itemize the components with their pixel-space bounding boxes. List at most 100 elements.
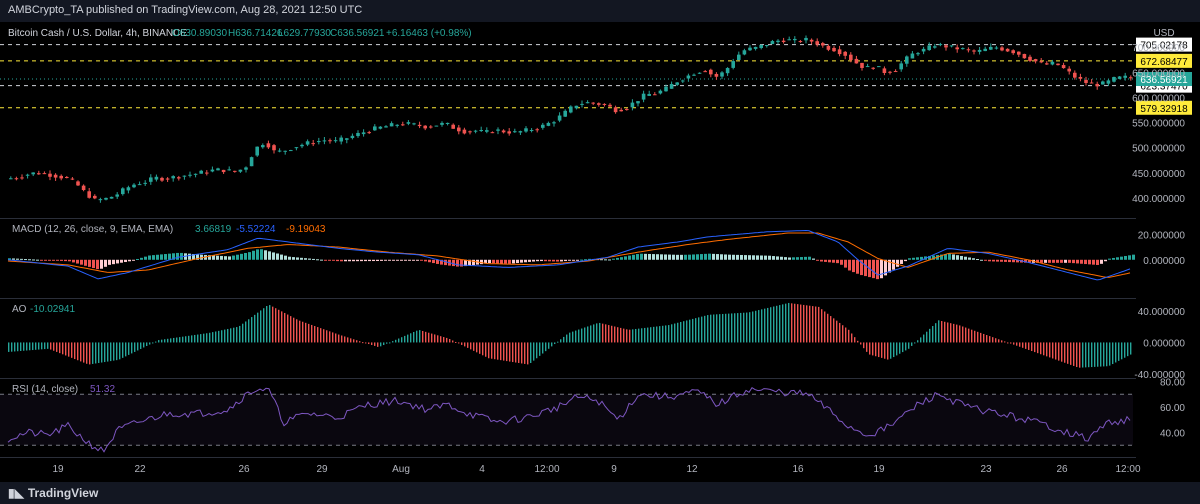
ao-bar bbox=[95, 342, 97, 364]
candle-body bbox=[513, 131, 517, 133]
macd-histogram-bar bbox=[16, 258, 19, 260]
macd-histogram-bar bbox=[680, 254, 683, 260]
ao-bar bbox=[1124, 342, 1126, 358]
macd-histogram-bar bbox=[328, 259, 331, 261]
ao-bar bbox=[1103, 342, 1105, 367]
macd-value-2: -5.52224 bbox=[236, 224, 276, 235]
ao-bar bbox=[887, 342, 889, 360]
price-axis[interactable]: 705.02178 672.68477 623.37470 579.32918 636.… bbox=[1132, 22, 1200, 458]
ao-bar bbox=[224, 329, 226, 343]
ao-bar bbox=[992, 337, 994, 343]
macd-histogram-bar bbox=[540, 259, 543, 262]
rsi-line bbox=[7, 387, 1131, 453]
ao-bar bbox=[530, 342, 532, 363]
ao-bar bbox=[11, 342, 13, 352]
macd-histogram-bar bbox=[132, 259, 135, 261]
ao-bar bbox=[599, 322, 601, 343]
candle-body bbox=[1022, 53, 1027, 59]
candle-body bbox=[361, 132, 366, 135]
macd-histogram-bar bbox=[804, 256, 807, 260]
ao-bar bbox=[1100, 342, 1102, 367]
macd-histogram-bar bbox=[508, 259, 511, 264]
ao-bar bbox=[800, 304, 802, 343]
ao-bar bbox=[392, 341, 394, 343]
ao-bar bbox=[206, 333, 208, 343]
ao-bar bbox=[485, 342, 487, 357]
tradingview-logo-icon: ▮◣ bbox=[8, 486, 24, 500]
ao-bar bbox=[626, 329, 628, 343]
ohlc-close: C636.56921 bbox=[330, 28, 385, 39]
ao-bar bbox=[56, 342, 58, 352]
macd-histogram-bar bbox=[56, 259, 59, 261]
time-tick-label: 12:00 bbox=[1115, 464, 1140, 475]
macd-histogram-bar bbox=[164, 254, 167, 260]
ao-bar bbox=[509, 342, 511, 362]
macd-histogram-bar bbox=[668, 254, 671, 260]
chart[interactable]: 705.02178 672.68477 623.37470 579.32918 636.… bbox=[0, 22, 1200, 482]
ao-bar bbox=[926, 331, 928, 343]
ao-bar bbox=[890, 342, 892, 359]
candle-body bbox=[1084, 79, 1088, 83]
candle-body bbox=[647, 93, 651, 96]
ao-bar bbox=[383, 342, 385, 346]
macd-histogram-bar bbox=[260, 249, 263, 260]
macd-histogram-bar bbox=[272, 252, 275, 260]
candle-body bbox=[1123, 75, 1127, 78]
macd-histogram-bar bbox=[92, 259, 95, 269]
ao-bar bbox=[593, 324, 595, 343]
ao-bar bbox=[584, 327, 586, 343]
ao-bar bbox=[287, 314, 289, 343]
ao-bar bbox=[1088, 342, 1090, 368]
ao-bar bbox=[296, 319, 298, 343]
macd-histogram-bar bbox=[892, 259, 895, 270]
macd-histogram-bar bbox=[816, 259, 819, 261]
macd-histogram-bar bbox=[860, 259, 863, 276]
candle-body bbox=[552, 122, 556, 124]
candle-body bbox=[725, 68, 730, 74]
macd-histogram-bar bbox=[420, 259, 423, 261]
candle-body bbox=[137, 184, 142, 186]
ao-bar bbox=[722, 313, 724, 343]
ao-bar bbox=[104, 342, 106, 363]
ao-bar bbox=[1013, 342, 1015, 345]
ao-bar bbox=[797, 304, 799, 343]
candle-body bbox=[1106, 80, 1111, 84]
ao-bar bbox=[167, 338, 169, 343]
candle-body bbox=[277, 150, 282, 152]
candle-body bbox=[65, 176, 69, 178]
candle-body bbox=[524, 128, 528, 132]
ao-bar bbox=[776, 305, 778, 343]
macd-histogram-bar bbox=[440, 259, 443, 265]
ao-bar bbox=[113, 342, 115, 361]
candle-body bbox=[1017, 51, 1021, 55]
ao-bar bbox=[101, 342, 103, 363]
macd-histogram-bar bbox=[672, 254, 675, 260]
macd-histogram-bar bbox=[552, 259, 555, 262]
candle-body bbox=[53, 174, 58, 178]
ao-bar bbox=[818, 306, 820, 343]
ao-bar bbox=[863, 342, 865, 349]
candle-body bbox=[815, 41, 819, 45]
ao-bar bbox=[1040, 342, 1042, 355]
ao-bar bbox=[1127, 342, 1129, 357]
ao-bar bbox=[146, 342, 148, 347]
macd-histogram-bar bbox=[528, 259, 531, 262]
ao-bar bbox=[1019, 342, 1021, 347]
candle-body bbox=[574, 105, 579, 109]
macd-histogram-bar bbox=[1048, 259, 1051, 263]
rsi-tick-label: 40.00 bbox=[1160, 429, 1185, 440]
candle-body bbox=[423, 125, 427, 129]
time-tick-label: 4 bbox=[479, 464, 485, 475]
macd-histogram-bar bbox=[252, 250, 255, 260]
macd-histogram-bar bbox=[1012, 259, 1015, 263]
tradingview-logo[interactable]: ▮◣ TradingView bbox=[8, 486, 98, 500]
ao-bar bbox=[1007, 342, 1009, 344]
candle-body bbox=[115, 194, 119, 197]
ao-bar bbox=[620, 327, 622, 343]
macd-histogram-bar bbox=[1024, 259, 1027, 263]
macd-histogram-bar bbox=[980, 259, 983, 261]
ao-bar bbox=[515, 342, 517, 363]
macd-histogram-bar bbox=[520, 259, 523, 263]
time-axis[interactable]: 19 22 26 29 Aug 4 12:00 9 12 16 19 23 26 12:00 bbox=[52, 464, 1141, 475]
candle-body bbox=[294, 147, 299, 149]
